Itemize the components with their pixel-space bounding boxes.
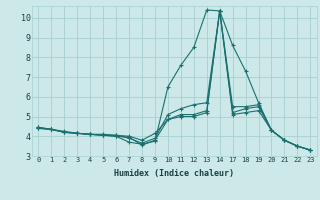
X-axis label: Humidex (Indice chaleur): Humidex (Indice chaleur) — [115, 169, 234, 178]
